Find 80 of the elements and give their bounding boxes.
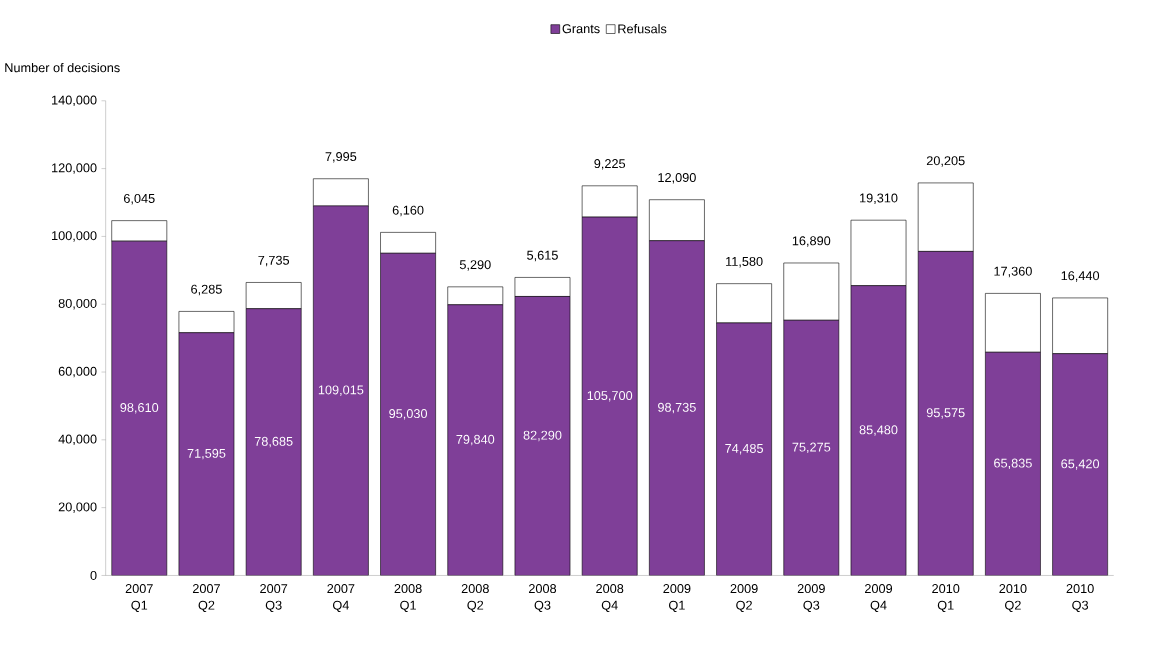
data-label: 7,735 bbox=[258, 255, 290, 267]
bar bbox=[514, 277, 571, 297]
y-tick-label: 60,000 bbox=[58, 366, 97, 378]
data-label: 6,285 bbox=[191, 284, 222, 296]
data-label: 74,485 bbox=[725, 444, 764, 455]
bar bbox=[245, 308, 302, 576]
data-label: 6,045 bbox=[123, 194, 155, 205]
bar bbox=[514, 296, 571, 576]
legend-label: Refusals bbox=[618, 24, 667, 34]
x-tick-label: 2010 Q2 bbox=[999, 584, 1027, 613]
data-label: 9,225 bbox=[594, 159, 626, 170]
x-tick-label: 2010 Q1 bbox=[932, 584, 960, 613]
bar bbox=[783, 320, 840, 576]
x-tick-label: 2007 Q4 bbox=[327, 584, 355, 613]
bar bbox=[985, 293, 1041, 353]
data-label: 79,840 bbox=[456, 434, 495, 446]
bar bbox=[447, 304, 504, 576]
data-label: 16,440 bbox=[1061, 271, 1100, 282]
data-label: 65,420 bbox=[1061, 459, 1100, 470]
bar bbox=[985, 352, 1041, 576]
data-label: 65,835 bbox=[994, 458, 1032, 470]
data-label: 19,310 bbox=[860, 193, 898, 205]
data-label: 17,360 bbox=[994, 266, 1032, 278]
legend-label: Grants bbox=[562, 24, 600, 34]
bar bbox=[850, 219, 907, 287]
data-label: 16,890 bbox=[792, 236, 831, 247]
x-tick-label: 2008 Q4 bbox=[596, 584, 624, 613]
data-label: 82,290 bbox=[523, 430, 562, 442]
x-tick-label: 2007 Q1 bbox=[125, 584, 153, 613]
bar bbox=[111, 240, 168, 576]
data-label: 95,575 bbox=[926, 408, 965, 419]
x-tick-label: 2009 Q3 bbox=[797, 584, 825, 613]
y-tick-label: 100,000 bbox=[52, 231, 97, 242]
bar bbox=[917, 251, 974, 576]
data-label: 98,735 bbox=[658, 402, 696, 414]
bar bbox=[581, 216, 638, 576]
data-label: 109,015 bbox=[318, 385, 364, 396]
data-label: 12,090 bbox=[658, 173, 696, 184]
y-tick-label: 0 bbox=[90, 571, 97, 581]
y-tick-label: 40,000 bbox=[58, 434, 97, 446]
data-label: 75,275 bbox=[792, 442, 831, 454]
bar bbox=[1052, 353, 1108, 576]
bar bbox=[380, 232, 436, 254]
x-tick-label: 2008 Q1 bbox=[394, 584, 422, 613]
bar bbox=[716, 283, 772, 324]
data-label: 5,615 bbox=[527, 250, 558, 262]
x-tick-label: 2008 Q3 bbox=[528, 584, 557, 613]
y-tick-label: 120,000 bbox=[52, 163, 97, 174]
data-label: 7,995 bbox=[325, 152, 357, 163]
data-label: 98,610 bbox=[120, 403, 159, 414]
bar bbox=[850, 285, 907, 576]
y-axis-title: Number of decisions bbox=[5, 62, 120, 73]
bar bbox=[178, 311, 235, 334]
bar bbox=[649, 240, 705, 576]
bar bbox=[178, 332, 235, 576]
y-tick-label: 20,000 bbox=[58, 502, 97, 513]
data-label: 95,030 bbox=[389, 409, 428, 420]
bar bbox=[783, 262, 840, 321]
bar bbox=[716, 322, 772, 576]
y-tick-label: 80,000 bbox=[58, 299, 97, 310]
x-tick-label: 2009 Q4 bbox=[865, 584, 893, 613]
data-label: 5,290 bbox=[459, 260, 491, 271]
bar bbox=[380, 253, 436, 576]
bar bbox=[447, 286, 504, 306]
data-label: 105,700 bbox=[587, 391, 633, 402]
data-label: 71,595 bbox=[187, 448, 226, 460]
x-tick-label: 2007 Q3 bbox=[260, 584, 288, 613]
bar bbox=[313, 205, 369, 576]
y-tick-label: 140,000 bbox=[52, 95, 97, 107]
data-label: 85,480 bbox=[859, 425, 898, 436]
data-label: 78,685 bbox=[254, 436, 293, 448]
x-tick-label: 2009 Q2 bbox=[730, 584, 758, 613]
bar bbox=[245, 282, 302, 310]
data-label: 11,580 bbox=[726, 257, 763, 268]
x-tick-label: 2010 Q3 bbox=[1066, 584, 1094, 613]
x-tick-label: 2007 Q2 bbox=[192, 584, 220, 613]
data-label: 20,205 bbox=[926, 156, 965, 167]
x-tick-label: 2008 Q2 bbox=[461, 584, 489, 613]
data-label: 6,160 bbox=[392, 205, 424, 217]
x-tick-label: 2009 Q1 bbox=[663, 584, 691, 613]
